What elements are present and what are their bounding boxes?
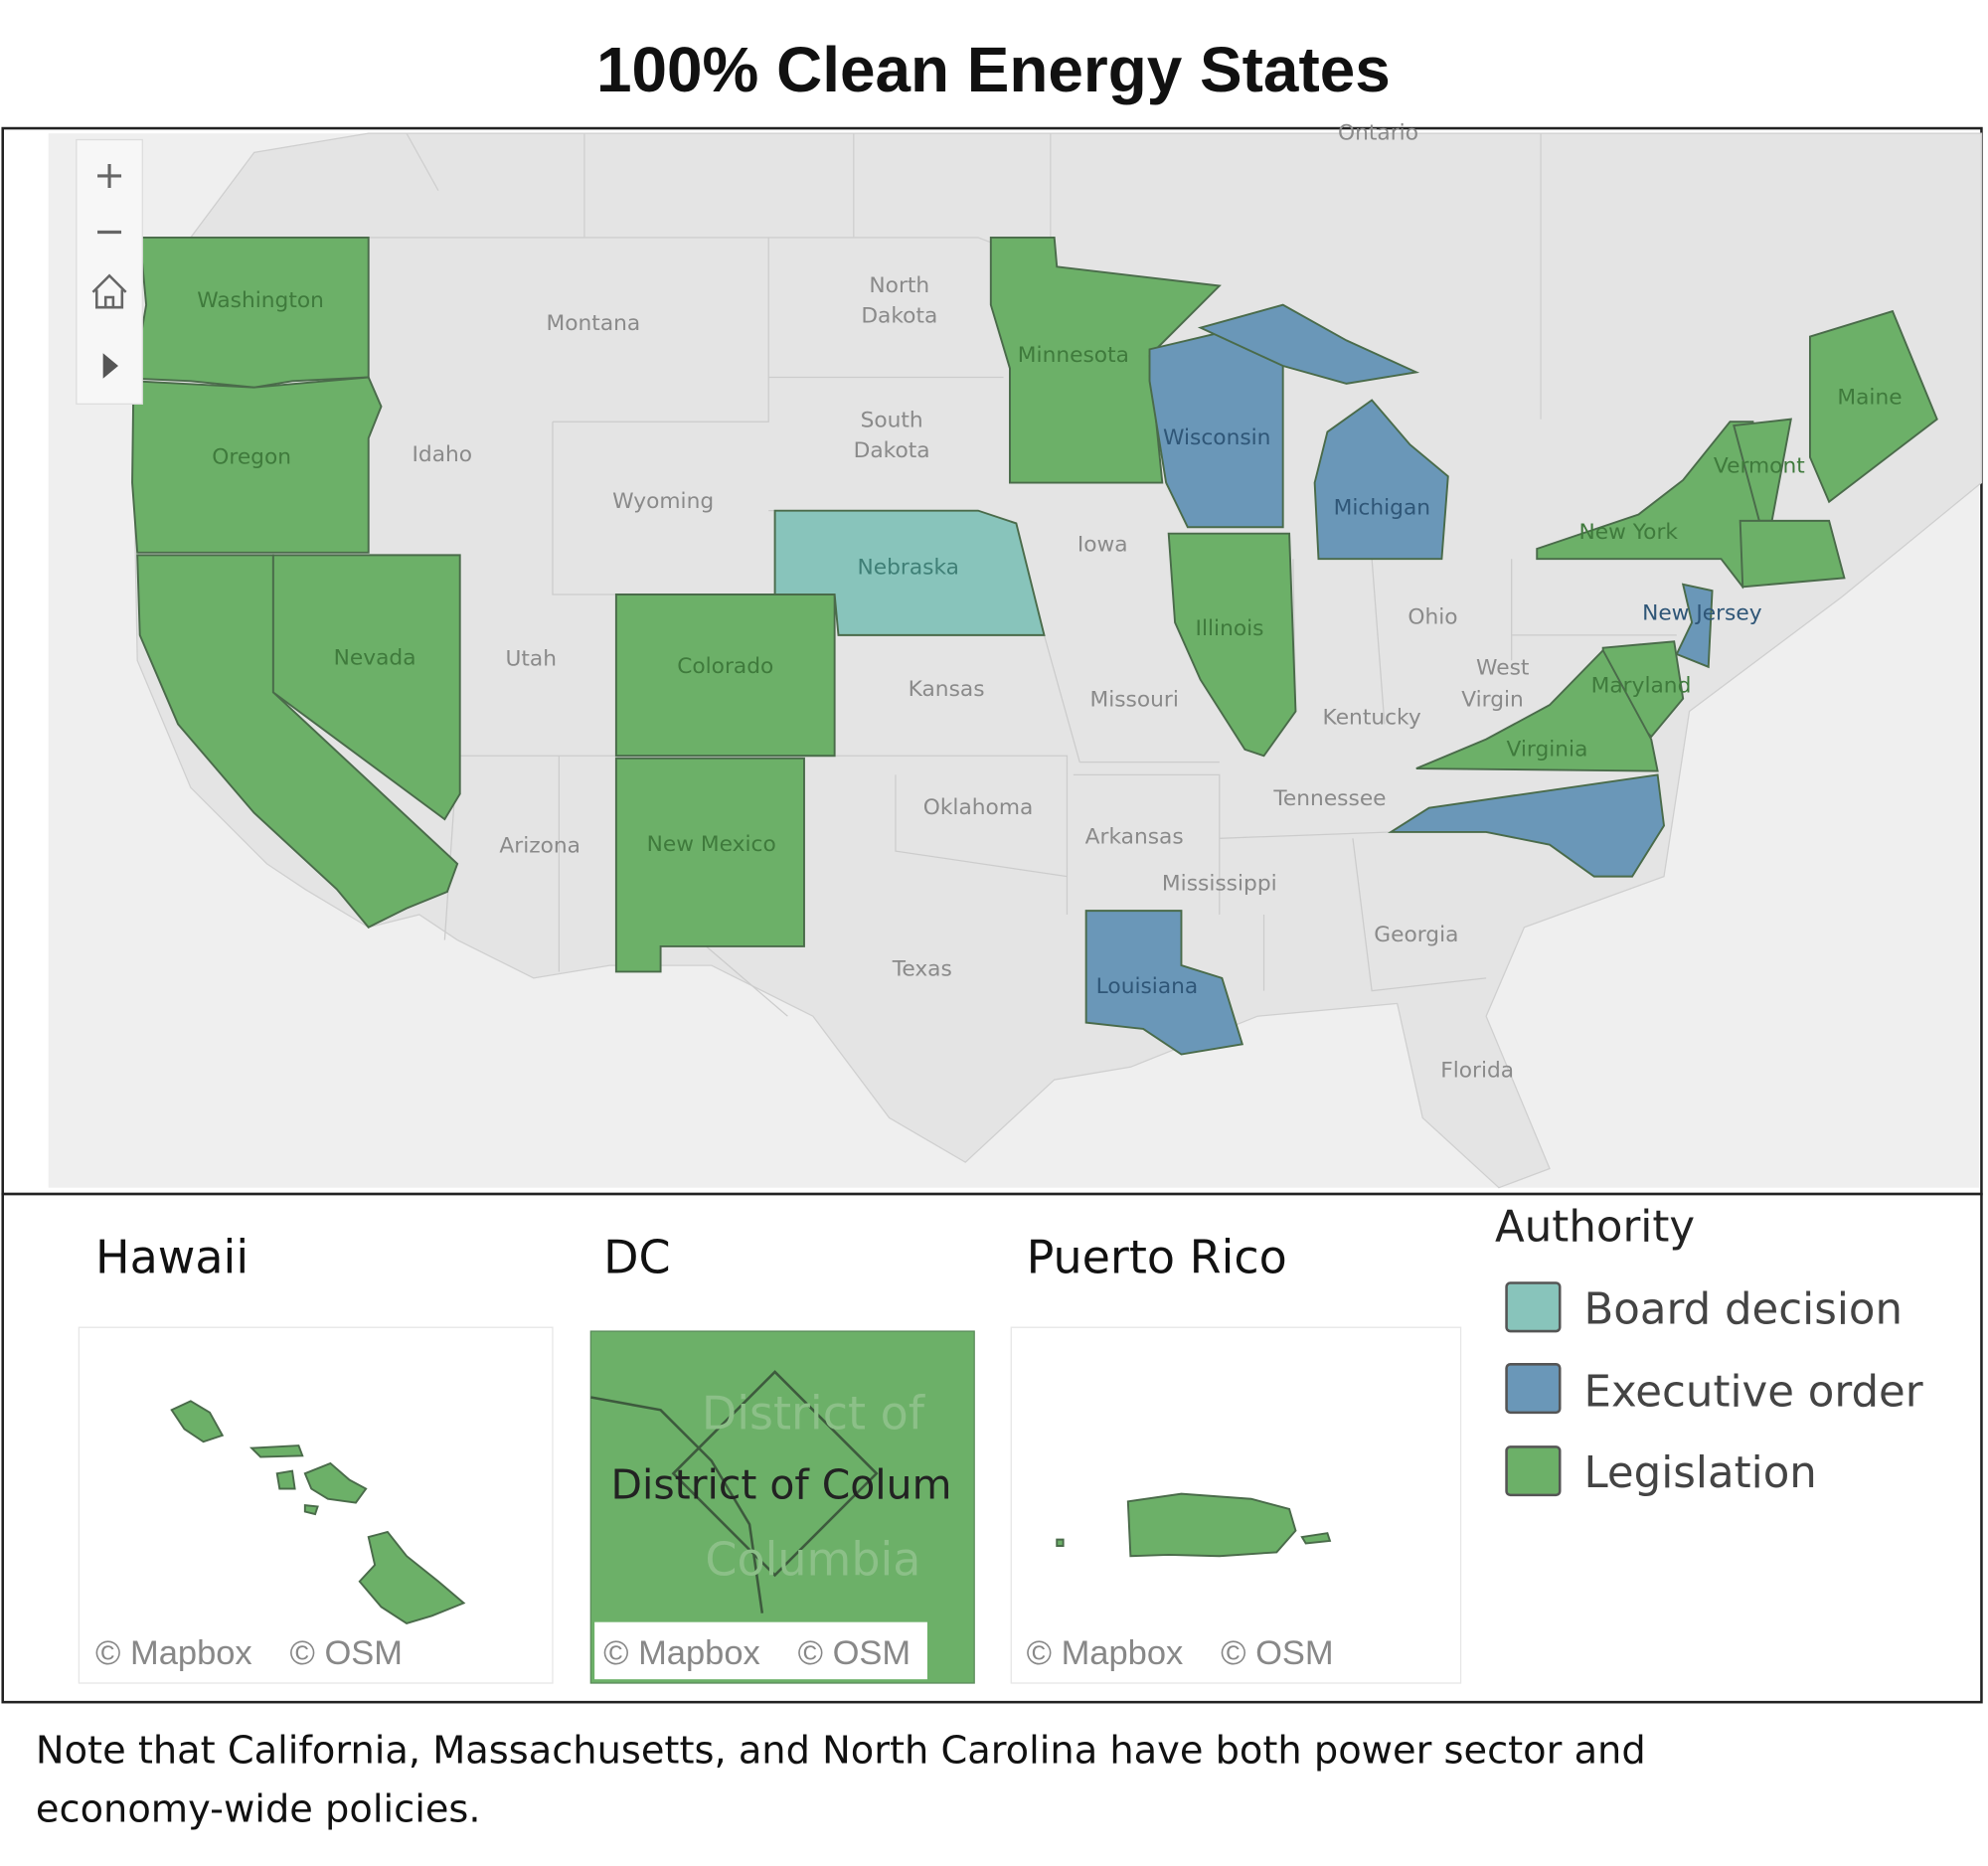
- legend-item-legislation[interactable]: Legislation: [1505, 1445, 1817, 1498]
- state-colorado[interactable]: [614, 594, 836, 758]
- state-label-louisiana: Louisiana: [1096, 974, 1199, 999]
- state-label-illinois: Illinois: [1196, 616, 1264, 641]
- state-label-minnesota: Minnesota: [1018, 343, 1129, 368]
- label-montana: Montana: [547, 311, 641, 336]
- state-label-maryland: Maryland: [1591, 673, 1692, 698]
- inset-hawaii[interactable]: © Mapbox © OSM: [78, 1326, 554, 1684]
- legend-title: Authority: [1495, 1202, 1695, 1252]
- label-kentucky: Kentucky: [1323, 705, 1421, 730]
- legend-item-executive-order[interactable]: Executive order: [1505, 1363, 1923, 1417]
- state-label-new-york: New York: [1579, 520, 1679, 545]
- credit-osm-pr[interactable]: © OSM: [1221, 1634, 1334, 1672]
- us-map[interactable]: Ontario Montana North Dakota South Dakot…: [1, 121, 1983, 1196]
- label-oklahoma: Oklahoma: [923, 795, 1034, 820]
- state-nevada[interactable]: [271, 554, 461, 821]
- state-massachusetts[interactable]: [1739, 519, 1846, 589]
- label-iowa: Iowa: [1077, 533, 1128, 558]
- state-label-michigan: Michigan: [1334, 495, 1430, 520]
- label-idaho: Idaho: [413, 442, 473, 467]
- label-north-dakota-1: North: [869, 273, 929, 298]
- state-label-new-mexico: New Mexico: [647, 832, 776, 857]
- state-label-wisconsin: Wisconsin: [1163, 425, 1270, 450]
- label-wyoming: Wyoming: [612, 489, 714, 514]
- map-controls: + −: [76, 138, 143, 405]
- legend-label-legislation: Legislation: [1584, 1448, 1817, 1498]
- label-ohio: Ohio: [1408, 604, 1457, 629]
- legend-swatch-legislation: [1505, 1445, 1562, 1497]
- state-michigan[interactable]: [1197, 303, 1449, 561]
- label-missouri: Missouri: [1089, 687, 1178, 712]
- map-labels: Ontario Montana North Dakota South Dakot…: [413, 121, 1530, 1084]
- dc-ghost-label-2: Columbia: [705, 1532, 920, 1586]
- legend: Authority Board decision Executive order…: [1495, 1202, 1923, 1498]
- credit-mapbox-hawaii[interactable]: © Mapbox: [95, 1634, 252, 1672]
- zoom-out-button[interactable]: −: [93, 209, 125, 254]
- credit-mapbox-dc[interactable]: © Mapbox: [603, 1634, 760, 1672]
- state-label-washington: Washington: [197, 288, 324, 313]
- inset-title-puerto-rico: Puerto Rico: [1027, 1230, 1287, 1283]
- label-ontario: Ontario: [1338, 121, 1418, 146]
- inset-title-hawaii: Hawaii: [95, 1230, 248, 1283]
- zoom-in-button[interactable]: +: [93, 153, 125, 198]
- state-label-maine: Maine: [1837, 385, 1902, 410]
- state-label-oregon: Oregon: [212, 444, 291, 469]
- state-louisiana[interactable]: [1084, 910, 1244, 1056]
- land-background: [131, 132, 1983, 1189]
- state-label-new-jersey: New Jersey: [1642, 601, 1762, 626]
- label-arkansas: Arkansas: [1085, 824, 1184, 849]
- state-name-labels: Washington Oregon Nevada Colorado New Me…: [197, 288, 1902, 999]
- state-north-carolina[interactable]: [1387, 773, 1666, 878]
- state-label-colorado: Colorado: [677, 654, 773, 679]
- note-line-2: economy-wide policies.: [36, 1786, 481, 1831]
- state-label-nevada: Nevada: [334, 645, 416, 670]
- state-label-nebraska: Nebraska: [858, 556, 959, 581]
- note-line-1: Note that California, Massachusetts, and…: [36, 1729, 1646, 1774]
- label-kansas: Kansas: [909, 677, 985, 702]
- dc-ghost-label-1: District of: [702, 1386, 926, 1440]
- credit-osm-dc[interactable]: © OSM: [798, 1634, 911, 1672]
- label-arizona: Arizona: [499, 833, 580, 858]
- label-west-virginia-1: West: [1476, 655, 1529, 680]
- label-georgia: Georgia: [1374, 923, 1458, 947]
- states-layer: [131, 236, 1938, 1056]
- state-label-virginia: Virginia: [1507, 737, 1588, 762]
- legend-swatch-executive-order: [1505, 1363, 1562, 1415]
- label-texas: Texas: [892, 956, 952, 981]
- dc-label: District of Colum: [611, 1461, 952, 1509]
- label-south-dakota-1: South: [861, 408, 923, 432]
- label-north-dakota-2: Dakota: [861, 304, 937, 329]
- home-icon[interactable]: [91, 273, 127, 309]
- page-title: 100% Clean Energy States: [596, 34, 1391, 105]
- credit-osm-hawaii[interactable]: © OSM: [289, 1634, 403, 1672]
- puerto-rico-island: [1056, 1492, 1332, 1558]
- play-icon[interactable]: [102, 353, 118, 379]
- state-illinois[interactable]: [1167, 532, 1297, 758]
- legend-label-board-decision: Board decision: [1584, 1284, 1904, 1334]
- state-oregon[interactable]: [131, 376, 383, 554]
- label-tennessee: Tennessee: [1272, 786, 1386, 811]
- inset-title-dc: DC: [603, 1230, 671, 1283]
- label-florida: Florida: [1440, 1059, 1514, 1084]
- state-new-jersey[interactable]: [1675, 583, 1714, 669]
- hawaii-islands: [170, 1400, 466, 1624]
- state-nebraska[interactable]: [773, 509, 1046, 636]
- inset-dc[interactable]: District of District of Colum Columbia ©…: [589, 1330, 975, 1684]
- credit-mapbox-pr[interactable]: © Mapbox: [1027, 1634, 1184, 1672]
- legend-swatch-board-decision: [1505, 1281, 1562, 1333]
- state-virginia[interactable]: [1415, 648, 1659, 772]
- inset-puerto-rico[interactable]: © Mapbox © OSM: [1010, 1326, 1462, 1684]
- dc-boundary: [590, 1370, 879, 1613]
- label-south-dakota-2: Dakota: [854, 438, 930, 463]
- legend-item-board-decision[interactable]: Board decision: [1505, 1281, 1904, 1335]
- state-maine[interactable]: [1808, 309, 1938, 504]
- state-label-vermont: Vermont: [1714, 453, 1805, 478]
- legend-label-executive-order: Executive order: [1584, 1367, 1923, 1417]
- label-west-virginia-2: Virgin: [1461, 687, 1524, 712]
- label-mississippi: Mississippi: [1162, 872, 1277, 897]
- label-utah: Utah: [506, 647, 558, 672]
- state-new-mexico[interactable]: [614, 757, 805, 973]
